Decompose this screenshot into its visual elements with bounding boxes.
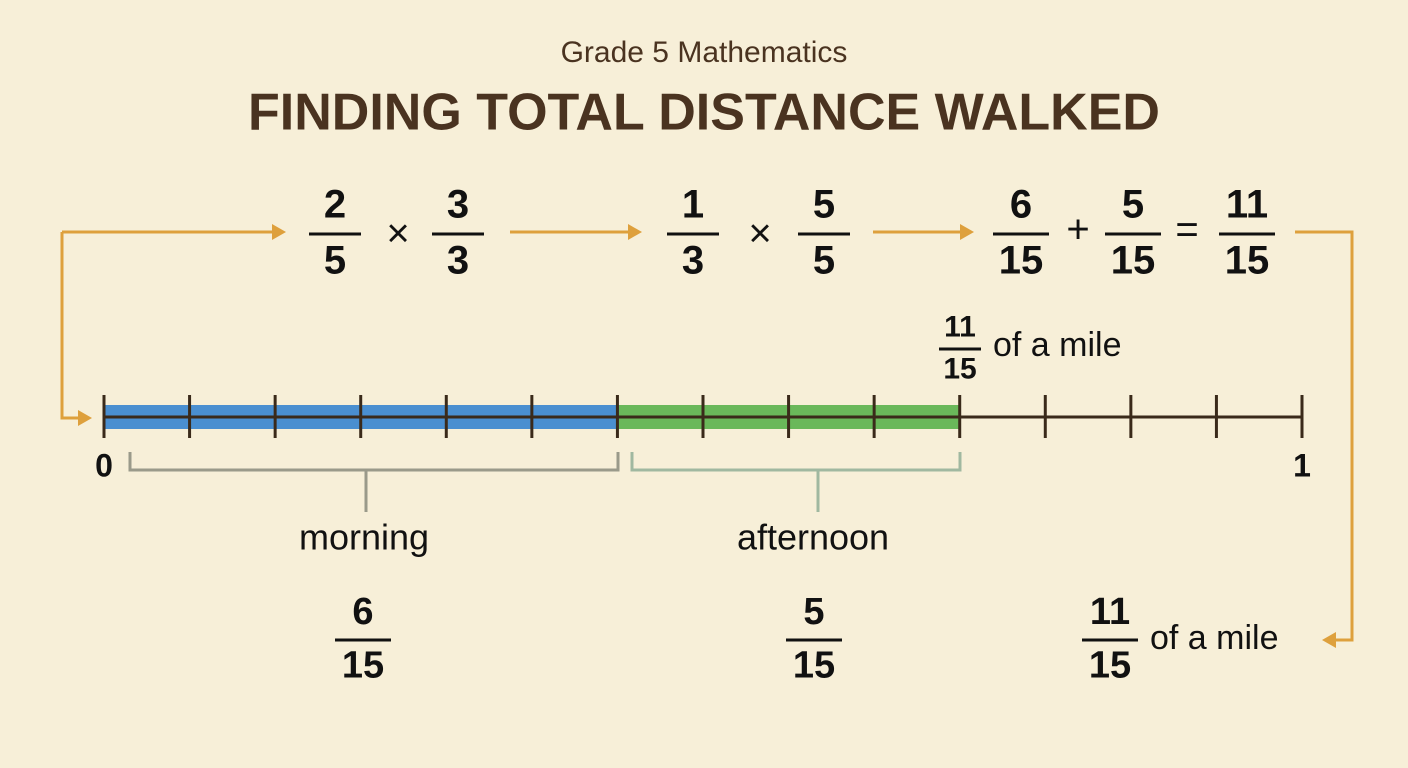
subtitle: Grade 5 Mathematics xyxy=(561,36,848,69)
brackets xyxy=(128,452,962,512)
numerator: 11 xyxy=(1226,182,1268,226)
numerator: 5 xyxy=(803,591,824,633)
numerator: 5 xyxy=(1122,182,1144,226)
arrow-head xyxy=(1322,632,1336,648)
denominator: 15 xyxy=(793,644,835,686)
marker-unit: of a mile xyxy=(993,326,1122,364)
bracket xyxy=(128,452,620,472)
numerator: 3 xyxy=(447,182,469,226)
segment-label: afternoon xyxy=(737,517,889,558)
arrow-head xyxy=(960,224,974,240)
arrow xyxy=(60,232,80,420)
denominator: 5 xyxy=(324,238,346,282)
operator: × xyxy=(386,212,409,256)
numerator: 5 xyxy=(813,182,835,226)
numerator: 11 xyxy=(1090,591,1130,633)
denominator: 15 xyxy=(943,353,976,386)
numerator: 6 xyxy=(1010,182,1032,226)
numerator: 1 xyxy=(682,182,704,226)
denominator: 15 xyxy=(342,644,384,686)
segment-label: morning xyxy=(299,517,429,558)
line-start: 0 xyxy=(95,447,113,483)
line-end: 1 xyxy=(1293,447,1311,483)
denominator: 3 xyxy=(682,238,704,282)
arrow xyxy=(1295,230,1354,642)
operator: × xyxy=(748,212,771,256)
denominator: 5 xyxy=(813,238,835,282)
arrow-heads xyxy=(78,224,1336,648)
denominator: 3 xyxy=(447,238,469,282)
flow-arrows xyxy=(60,230,1354,642)
denominator: 15 xyxy=(1225,238,1270,282)
numerator: 2 xyxy=(324,182,346,226)
arrow-head xyxy=(78,410,92,426)
arrow-head xyxy=(628,224,642,240)
operator: + xyxy=(1066,208,1089,252)
numerator: 6 xyxy=(352,591,373,633)
total-unit: of a mile xyxy=(1150,619,1279,657)
bracket xyxy=(630,452,962,472)
numerator: 11 xyxy=(944,311,976,344)
denominator: 15 xyxy=(1111,238,1156,282)
fractions: 2 5 × 3 3 1 3 × 5 5 6 15 +5 15 = 11 15 11 15 6 15 5 15 11 15 xyxy=(309,182,1275,686)
arrow-head xyxy=(272,224,286,240)
denominator: 15 xyxy=(1089,644,1131,686)
title: FINDING TOTAL DISTANCE WALKED xyxy=(248,84,1160,142)
ticks xyxy=(102,395,1304,438)
operator: = xyxy=(1175,208,1198,252)
denominator: 15 xyxy=(999,238,1044,282)
